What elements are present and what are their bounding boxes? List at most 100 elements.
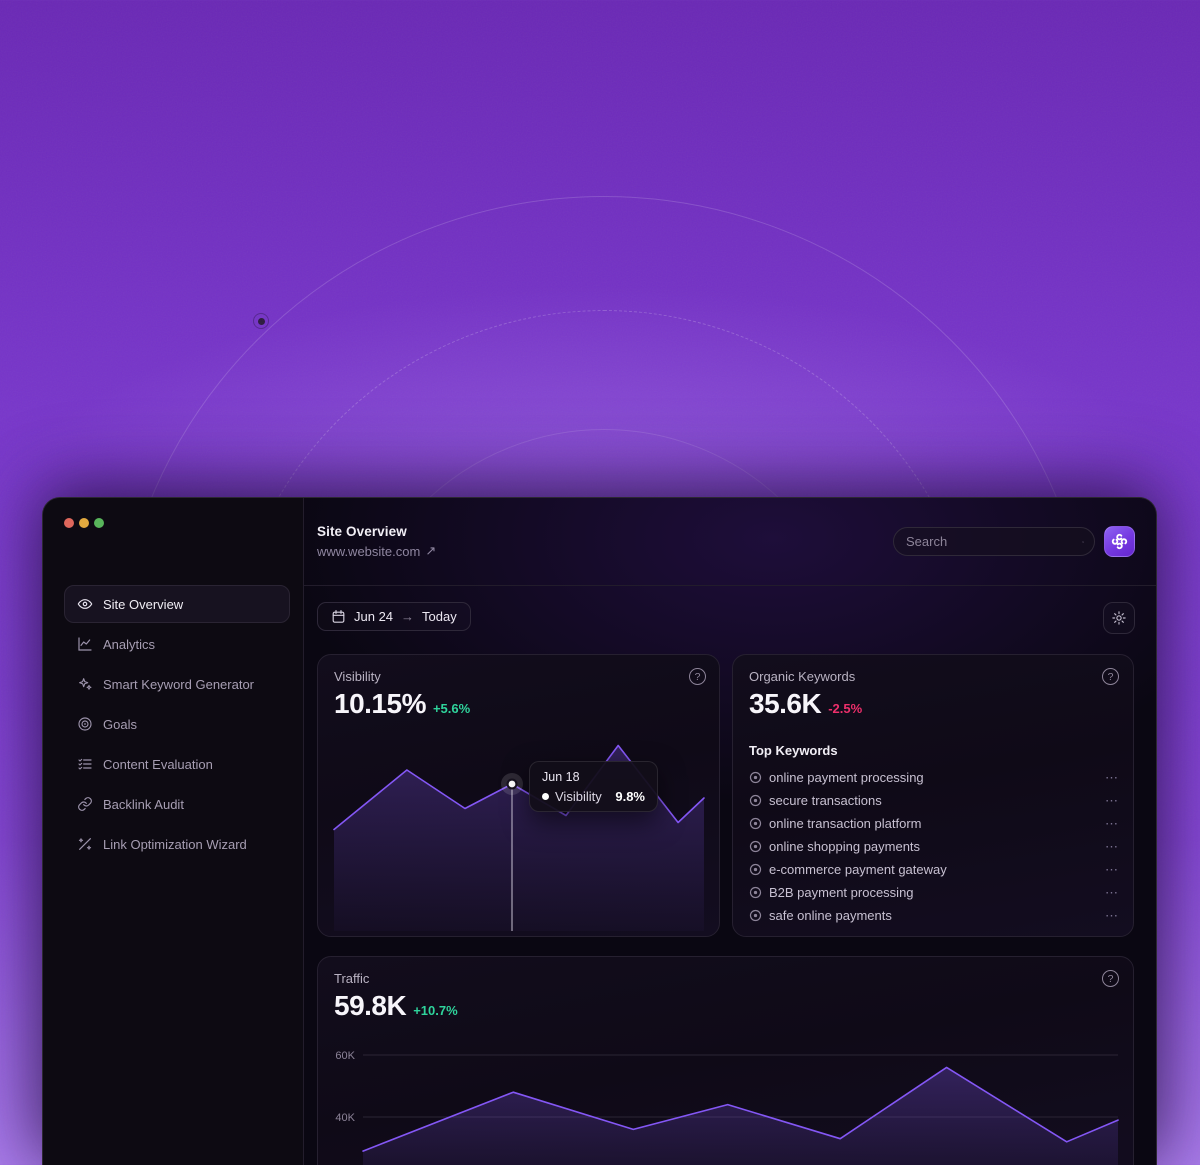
search-box[interactable]: [893, 527, 1095, 556]
keyword-target-icon: [749, 817, 762, 830]
tooltip-row: Visibility 9.8%: [542, 789, 645, 804]
eye-icon: [77, 599, 93, 609]
sidebar-nav: Site Overview Analytics Smart Keyword Ge…: [64, 585, 290, 865]
target-icon: [78, 717, 92, 731]
keyword-target-icon: [749, 794, 762, 807]
keyword-label: secure transactions: [769, 793, 882, 808]
sidebar-item-label: Analytics: [103, 636, 156, 652]
keyword-target-icon: [749, 771, 762, 784]
external-link-icon: ↗: [425, 543, 437, 558]
site-url-text: www.website.com: [317, 543, 421, 559]
cards-grid: Visibility ? 10.15% +5.6% Jun 18 Visibil…: [317, 654, 1134, 1165]
keyword-target-icon: [749, 886, 762, 899]
sidebar: Site Overview Analytics Smart Keyword Ge…: [43, 498, 304, 1165]
date-range-picker[interactable]: Jun 24 → Today: [317, 602, 471, 631]
keyword-target-icon: [749, 863, 762, 876]
arrow-right-icon: →: [401, 609, 415, 624]
minimize-button[interactable]: [79, 518, 89, 528]
traffic-label: Traffic: [334, 971, 370, 986]
window-controls: [64, 518, 104, 528]
keyword-row: B2B payment processing ⋯: [749, 881, 1119, 904]
keyword-label: online transaction platform: [769, 816, 922, 831]
keyword-label: online shopping payments: [769, 839, 921, 854]
sidebar-item-smart-keyword-generator[interactable]: Smart Keyword Generator: [64, 665, 290, 703]
keyword-label: e-commerce payment gateway: [769, 862, 947, 877]
traffic-card: 60K 40K Traffic ? 59.8K +10.7%: [317, 956, 1134, 1165]
visibility-delta: +5.6%: [432, 701, 471, 716]
keyword-row: e-commerce payment gateway ⋯: [749, 858, 1119, 881]
keyword-menu-button[interactable]: ⋯: [1105, 838, 1119, 854]
main-content: Site Overview www.website.com ↗: [304, 498, 1156, 1165]
sidebar-item-label: Site Overview: [103, 596, 184, 612]
tooltip-date: Jun 18: [542, 770, 580, 784]
tooltip-value: 9.8%: [615, 789, 645, 804]
help-icon[interactable]: ?: [1102, 668, 1119, 685]
close-button[interactable]: [64, 518, 74, 528]
keyword-label: B2B payment processing: [769, 885, 914, 900]
keyword-label: online payment processing: [769, 770, 924, 785]
organic-keywords-metric: 35.6K -2.5%: [749, 688, 862, 720]
keyword-menu-button[interactable]: ⋯: [1105, 769, 1119, 785]
sparkles-icon: [79, 678, 92, 690]
keyword-label: safe online payments: [769, 908, 892, 923]
gear-icon: [1112, 611, 1126, 625]
sidebar-item-label: Content Evaluation: [103, 756, 213, 772]
help-icon[interactable]: ?: [1102, 970, 1119, 987]
visibility-label: Visibility: [334, 669, 381, 684]
chart-line-icon: [78, 637, 92, 651]
series-dot-icon: [542, 793, 549, 800]
list-checks-icon: [78, 758, 92, 770]
site-url-link[interactable]: www.website.com ↗: [317, 543, 436, 559]
pinwheel-logo-icon: [1111, 533, 1128, 550]
page-title: Site Overview: [317, 524, 407, 539]
app-logo-button[interactable]: [1104, 526, 1135, 557]
sidebar-item-label: Backlink Audit: [103, 796, 184, 812]
sidebar-item-site-overview[interactable]: Site Overview: [64, 585, 290, 623]
traffic-metric: 59.8K +10.7%: [334, 990, 458, 1022]
wand-icon: [78, 838, 92, 850]
calendar-icon: [332, 610, 345, 623]
toolbar: Jun 24 → Today: [317, 602, 1135, 634]
sidebar-item-backlink-audit[interactable]: Backlink Audit: [64, 785, 290, 823]
link-icon: [78, 797, 92, 811]
search-input[interactable]: [906, 534, 1082, 549]
search-icon: [1082, 540, 1084, 543]
sidebar-item-label: Link Optimization Wizard: [103, 836, 247, 852]
visibility-value: 10.15%: [334, 688, 426, 719]
svg-text:60K: 60K: [335, 1050, 355, 1062]
sidebar-item-content-evaluation[interactable]: Content Evaluation: [64, 745, 290, 783]
sidebar-item-analytics[interactable]: Analytics: [64, 625, 290, 663]
organic-keywords-value: 35.6K: [749, 688, 822, 719]
keywords-list: online payment processing ⋯ secure transac…: [749, 766, 1119, 927]
keyword-menu-button[interactable]: ⋯: [1105, 861, 1119, 877]
chart-tooltip: Jun 18 Visibility 9.8%: [529, 761, 658, 812]
traffic-value: 59.8K: [334, 990, 407, 1021]
background-orbit-dot: [258, 318, 265, 325]
traffic-delta: +10.7%: [413, 1003, 458, 1018]
visibility-metric: 10.15% +5.6%: [334, 688, 470, 720]
top-keywords-title: Top Keywords: [749, 743, 838, 758]
help-icon[interactable]: ?: [689, 668, 706, 685]
keyword-row: online payment processing ⋯: [749, 766, 1119, 789]
keyword-target-icon: [749, 840, 762, 853]
sidebar-item-link-optimization-wizard[interactable]: Link Optimization Wizard: [64, 825, 290, 863]
keyword-row: secure transactions ⋯: [749, 789, 1119, 812]
keyword-menu-button[interactable]: ⋯: [1105, 884, 1119, 900]
page-header: Site Overview www.website.com ↗: [304, 498, 1156, 586]
settings-button[interactable]: [1103, 602, 1135, 634]
keyword-row: safe online payments ⋯: [749, 904, 1119, 927]
keyword-menu-button[interactable]: ⋯: [1105, 815, 1119, 831]
svg-text:40K: 40K: [335, 1112, 355, 1124]
traffic-chart[interactable]: 60K 40K: [318, 957, 1133, 1165]
date-range-start: Jun 24: [354, 609, 394, 624]
keyword-target-icon: [749, 909, 762, 922]
keyword-menu-button[interactable]: ⋯: [1105, 907, 1119, 923]
tooltip-series: Visibility: [555, 789, 602, 804]
organic-keywords-label: Organic Keywords: [749, 669, 856, 684]
sidebar-item-label: Smart Keyword Generator: [103, 676, 255, 692]
keyword-menu-button[interactable]: ⋯: [1105, 792, 1119, 808]
app-window: Site Overview Analytics Smart Keyword Ge…: [42, 497, 1157, 1165]
keyword-row: online shopping payments ⋯: [749, 835, 1119, 858]
sidebar-item-goals[interactable]: Goals: [64, 705, 290, 743]
zoom-button[interactable]: [94, 518, 104, 528]
